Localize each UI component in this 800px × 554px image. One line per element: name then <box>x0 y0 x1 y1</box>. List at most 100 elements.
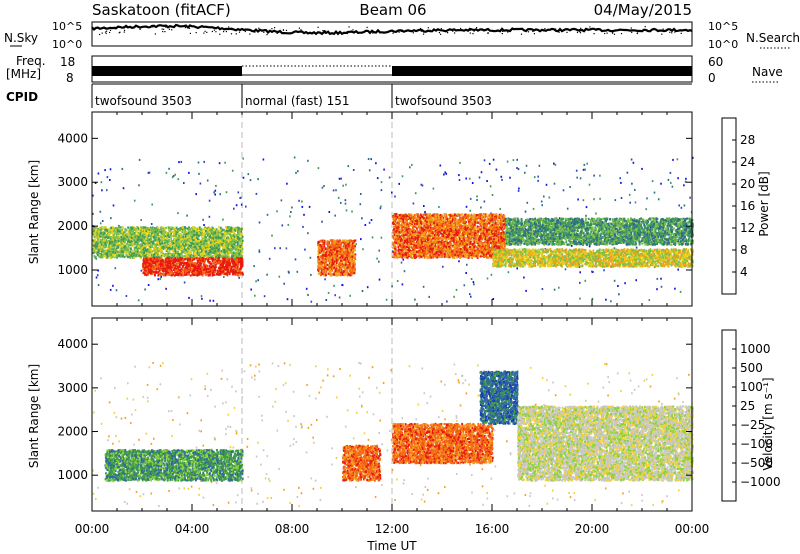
echo-cell <box>155 244 157 247</box>
echo-cell <box>183 258 186 261</box>
echo-cell <box>188 266 190 269</box>
echo-cell <box>115 240 118 243</box>
echo-cell <box>94 236 97 239</box>
nsearch-dot <box>266 34 268 36</box>
echo-cell <box>113 244 116 247</box>
scatter-cell <box>180 160 183 163</box>
echo-cell <box>191 232 194 235</box>
echo-cell <box>177 235 180 238</box>
echo-cell <box>181 258 184 261</box>
echo-cell <box>128 255 131 258</box>
echo-cell <box>212 232 215 235</box>
echo-cell <box>234 267 237 270</box>
echo-cell <box>204 266 207 269</box>
echo-cell <box>187 251 190 255</box>
echo-cell <box>143 260 145 264</box>
echo-cell <box>215 236 218 239</box>
nsearch-dot <box>447 32 449 34</box>
echo-cell <box>147 255 150 258</box>
echo-cell <box>106 252 108 255</box>
echo-cell <box>132 230 135 233</box>
echo-cell <box>145 258 148 261</box>
echo-cell <box>95 232 98 235</box>
scatter-cell <box>307 232 309 235</box>
echo-cell <box>224 238 227 241</box>
echo-cell <box>183 255 186 258</box>
echo-cell <box>154 271 157 274</box>
echo-cell <box>236 229 239 232</box>
echo-cell <box>102 240 105 243</box>
echo-cell <box>177 246 180 249</box>
echo-cell <box>93 232 96 235</box>
echo-cell <box>113 248 116 252</box>
echo-cell <box>213 273 216 276</box>
echo-cell <box>154 228 157 231</box>
echo-cell <box>136 233 139 236</box>
scatter-cell <box>225 191 228 194</box>
echo-cell <box>226 237 228 240</box>
echo-cell <box>139 234 142 237</box>
freq-unit-label: [MHz] <box>6 67 41 81</box>
echo-cell <box>133 254 135 258</box>
scatter-cell <box>114 267 117 270</box>
echo-cell <box>196 246 199 249</box>
nsearch-dot <box>271 28 273 30</box>
echo-cell <box>184 256 187 259</box>
echo-cell <box>136 226 139 229</box>
echo-cell <box>134 236 137 239</box>
echo-cell <box>145 256 147 259</box>
nsearch-dot <box>258 27 260 29</box>
echo-cell <box>171 231 174 234</box>
nsearch-dot <box>580 27 582 29</box>
echo-cell <box>226 231 229 234</box>
scatter-cell <box>298 199 300 202</box>
echo-cell <box>207 249 210 252</box>
echo-cell <box>136 228 139 231</box>
echo-cell <box>162 227 165 230</box>
echo-cell <box>168 234 171 237</box>
echo-cell <box>218 244 220 247</box>
echo-cell <box>181 228 184 231</box>
echo-cell <box>120 250 123 253</box>
echo-cell <box>100 243 103 246</box>
echo-cell <box>144 237 147 240</box>
echo-cell <box>176 262 179 265</box>
echo-cell <box>193 231 196 234</box>
scatter-cell <box>188 296 190 299</box>
echo-cell <box>196 243 199 246</box>
scatter-cell <box>545 183 548 186</box>
echo-cell <box>156 227 159 230</box>
echo-cell <box>180 234 182 237</box>
echo-cell <box>140 231 143 234</box>
echo-cell <box>202 241 205 244</box>
scatter-cell <box>240 203 243 206</box>
echo-cell <box>187 226 190 229</box>
scatter-cell <box>439 164 442 167</box>
echo-cell <box>152 261 154 264</box>
echo-cell <box>208 234 210 237</box>
echo-cell <box>190 252 192 255</box>
echo-cell <box>180 257 182 260</box>
scatter-cell <box>458 260 460 263</box>
echo-cell <box>95 246 98 249</box>
nsearch-dot <box>350 30 352 32</box>
nsearch-dot <box>263 31 265 33</box>
scatter-cell <box>310 273 312 276</box>
echo-cell <box>174 245 177 249</box>
echo-cell <box>213 238 216 241</box>
echo-cell <box>135 237 138 240</box>
scatter-cell <box>371 236 374 239</box>
echo-cell <box>156 260 159 264</box>
echo-cell <box>101 245 103 249</box>
scatter-cell <box>421 184 424 187</box>
echo-cell <box>169 266 172 269</box>
echo-cell <box>193 262 196 265</box>
scatter-cell <box>219 193 221 196</box>
echo-cell <box>180 273 183 276</box>
echo-cell <box>167 251 169 254</box>
echo-cell <box>108 244 110 247</box>
echo-cell <box>178 248 181 251</box>
scatter-cell <box>215 184 217 187</box>
scatter-cell <box>525 164 528 167</box>
scatter-cell <box>591 297 594 300</box>
